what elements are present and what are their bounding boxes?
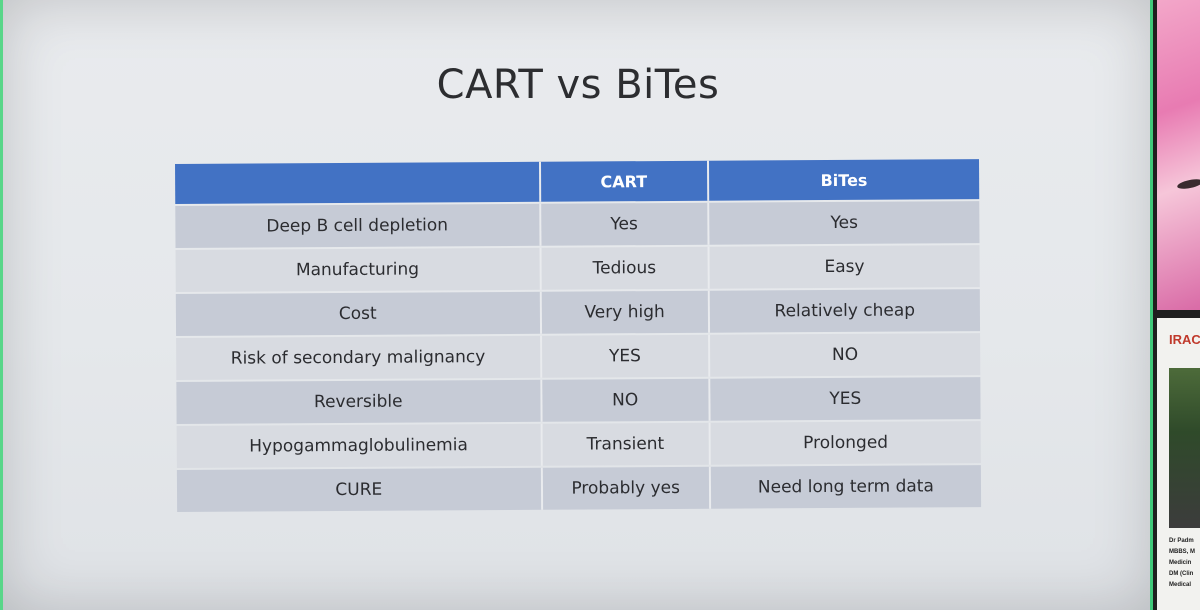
cart-value: Tedious [541,246,710,290]
cart-value: Yes [540,202,710,246]
bites-value: YES [710,377,981,421]
bites-value: Relatively cheap [709,289,981,333]
table-row: Risk of secondary malignancy YES NO [176,333,981,380]
bites-value: Easy [709,245,980,289]
bites-value: Need long term data [710,465,982,509]
bird-silhouette [1176,177,1200,191]
presentation-slide: CART vs BiTes CART BiTes Deep B cell dep… [0,0,1153,610]
organization-logo: IRACO [1169,332,1200,347]
cart-value: Probably yes [542,466,711,510]
caption-line: DM (Clin [1169,571,1194,577]
table-row: Deep B cell depletion Yes Yes [175,201,980,248]
decorative-image [1157,0,1200,310]
caption-line: MBBS, M [1169,549,1195,555]
bites-value: Prolonged [710,421,981,465]
cart-value: Transient [542,422,711,466]
comparison-table: CART BiTes Deep B cell depletion Yes Yes… [175,157,982,514]
bites-value: NO [709,333,981,377]
cart-value: Very high [541,290,710,334]
header-empty-cell [175,161,541,204]
row-label: Hypogammaglobulinemia [176,423,543,468]
speaker-photo [1169,368,1200,528]
row-label: Deep B cell depletion [175,203,542,248]
row-label: Manufacturing [175,247,542,292]
table-row: Hypogammaglobulinemia Transient Prolonge… [176,421,981,468]
table-row: Cost Very high Relatively cheap [175,289,981,336]
table-row: Manufacturing Tedious Easy [175,245,980,292]
speaker-card: IRACO Dr Padm MBBS, M Medicin DM (Clin M… [1157,318,1200,610]
caption-line: Medical [1169,582,1192,588]
caption-line: Dr Padm [1169,538,1194,544]
cart-value: YES [541,334,711,378]
header-bites: BiTes [708,159,980,201]
table-header-row: CART BiTes [175,159,980,204]
table-row: Reversible NO YES [176,377,981,424]
header-cart: CART [540,160,709,202]
row-label: Risk of secondary malignancy [176,335,542,380]
row-label: CURE [176,467,543,512]
row-label: Reversible [176,379,543,424]
bites-value: Yes [709,201,980,245]
cart-value: NO [541,378,711,422]
side-thumbnail-panel: IRACO Dr Padm MBBS, M Medicin DM (Clin M… [1150,0,1200,610]
slide-title: CART vs BiTes [436,62,720,108]
caption-line: Medicin [1169,560,1192,566]
row-label: Cost [175,291,542,336]
table-row: CURE Probably yes Need long term data [176,465,982,512]
speaker-caption: Dr Padm MBBS, M Medicin DM (Clin Medical [1169,536,1200,591]
